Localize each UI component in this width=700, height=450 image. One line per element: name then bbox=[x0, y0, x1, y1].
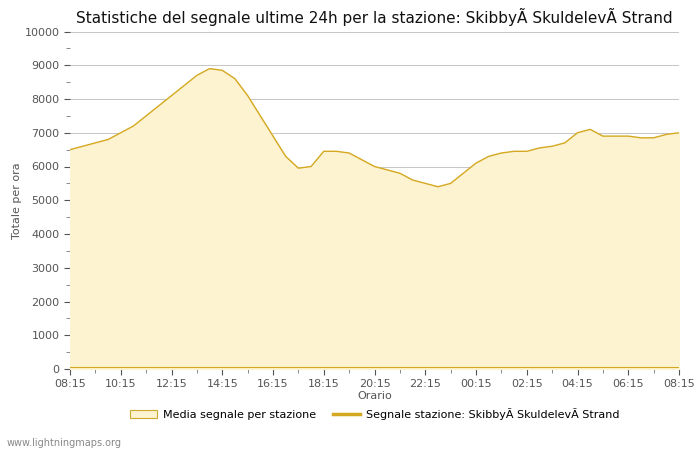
Title: Statistiche del segnale ultime 24h per la stazione: SkibbyÃ SkuldelevÃ Strand: Statistiche del segnale ultime 24h per l… bbox=[76, 8, 673, 26]
Text: www.lightningmaps.org: www.lightningmaps.org bbox=[7, 438, 122, 448]
Legend: Media segnale per stazione, Segnale stazione: SkibbyÃ SkuldelevÃ Strand: Media segnale per stazione, Segnale staz… bbox=[125, 403, 624, 424]
Y-axis label: Totale per ora: Totale per ora bbox=[12, 162, 22, 238]
X-axis label: Orario: Orario bbox=[357, 391, 392, 401]
